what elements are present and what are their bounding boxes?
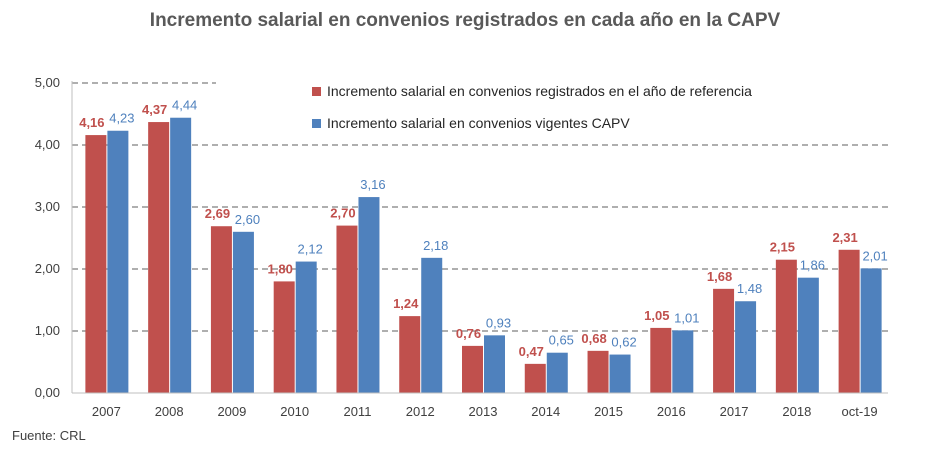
bar-registrados xyxy=(85,135,107,393)
bar-registrados xyxy=(838,249,860,393)
data-label-registrados: 1,24 xyxy=(393,296,419,311)
legend-swatch xyxy=(312,119,321,128)
bar-vigentes xyxy=(609,354,631,393)
bar-registrados xyxy=(148,122,170,393)
source-note: Fuente: CRL xyxy=(12,428,86,443)
data-label-vigentes: 4,23 xyxy=(109,111,134,126)
chart-title: Incremento salarial en convenios registr… xyxy=(149,10,781,31)
bar-registrados xyxy=(399,316,421,393)
data-label-vigentes: 3,16 xyxy=(360,177,385,192)
x-tick-label: 2015 xyxy=(594,404,623,419)
data-label-registrados: 1,68 xyxy=(707,269,732,284)
x-tick-label: 2008 xyxy=(155,404,184,419)
bar-registrados xyxy=(273,281,295,393)
data-label-vigentes: 2,01 xyxy=(862,248,887,263)
y-tick-label: 5,00 xyxy=(35,75,60,90)
legend: Incremento salarial en convenios registr… xyxy=(312,83,752,131)
x-tick-label: 2009 xyxy=(217,404,246,419)
bar-vigentes xyxy=(421,257,443,393)
data-label-vigentes: 0,65 xyxy=(549,333,574,348)
bar-registrados xyxy=(336,225,358,393)
bar-vigentes xyxy=(232,231,254,393)
data-label-vigentes: 4,44 xyxy=(172,98,197,113)
bar-vigentes xyxy=(797,277,819,393)
data-label-registrados: 0,76 xyxy=(456,326,481,341)
bar-vigentes xyxy=(672,330,694,393)
bar-registrados xyxy=(462,345,483,393)
bar-registrados xyxy=(524,363,546,393)
x-tick-label: 2016 xyxy=(657,404,686,419)
data-label-vigentes: 0,93 xyxy=(486,315,511,330)
x-tick-label: 2014 xyxy=(531,404,560,419)
data-label-vigentes: 1,48 xyxy=(737,281,762,296)
bar-vigentes xyxy=(295,261,317,393)
bar-vigentes xyxy=(546,352,568,393)
y-tick-label: 4,00 xyxy=(35,137,60,152)
bar-vigentes xyxy=(860,268,882,393)
bar-vigentes xyxy=(170,117,192,393)
y-tick-label: 3,00 xyxy=(35,199,60,214)
x-tick-label: 2017 xyxy=(720,404,749,419)
data-label-registrados: 2,31 xyxy=(832,230,857,245)
x-tick-label: 2013 xyxy=(469,404,498,419)
bar-registrados xyxy=(210,226,232,393)
x-tick-label: 2010 xyxy=(280,404,309,419)
data-labels: 4,16 4,23 4,37 4,44 2,69 2,60 1,80 2,12 2,70 3,16… xyxy=(79,98,888,359)
data-label-registrados: 1,05 xyxy=(644,308,669,323)
data-label-vigentes: 2,60 xyxy=(235,212,260,227)
data-label-vigentes: 0,62 xyxy=(611,335,636,350)
data-label-vigentes: 2,18 xyxy=(423,238,448,253)
legend-swatch xyxy=(312,87,321,96)
y-tick-label: 0,00 xyxy=(35,385,60,400)
y-tick-label: 1,00 xyxy=(35,323,60,338)
data-label-vigentes: 1,86 xyxy=(800,258,825,273)
data-label-registrados: 4,16 xyxy=(79,115,104,130)
x-tick-label: 2007 xyxy=(92,404,121,419)
data-label-registrados: 2,69 xyxy=(205,206,230,221)
data-label-registrados: 0,68 xyxy=(581,331,606,346)
data-label-registrados: 1,80 xyxy=(268,261,293,276)
bar-vigentes xyxy=(107,130,129,394)
bar-vigentes xyxy=(358,197,380,393)
y-tick-label: 2,00 xyxy=(35,261,60,276)
bar-registrados xyxy=(713,288,735,393)
data-label-vigentes: 2,12 xyxy=(298,242,323,257)
data-label-registrados: 0,47 xyxy=(519,344,544,359)
x-tick-label: oct-19 xyxy=(842,404,878,419)
x-tick-label: 2012 xyxy=(406,404,435,419)
bar-registrados xyxy=(587,350,609,393)
data-label-registrados: 4,37 xyxy=(142,102,167,117)
data-label-registrados: 2,15 xyxy=(770,240,795,255)
data-label-registrados: 2,70 xyxy=(330,206,355,221)
bar-vigentes xyxy=(735,301,757,393)
bars xyxy=(85,117,882,394)
bar-registrados xyxy=(775,259,797,393)
legend-label: Incremento salarial en convenios vigente… xyxy=(327,115,630,131)
bar-vigentes xyxy=(484,335,505,393)
data-label-vigentes: 1,01 xyxy=(674,310,699,325)
x-tick-label: 2018 xyxy=(782,404,811,419)
legend-label: Incremento salarial en convenios registr… xyxy=(327,83,752,99)
axes: 0,00 1,00 2,00 3,00 4,00 5,00 2007 2008 2009 2010… xyxy=(35,75,888,419)
x-tick-label: 2011 xyxy=(343,404,371,419)
bar-registrados xyxy=(650,327,672,393)
